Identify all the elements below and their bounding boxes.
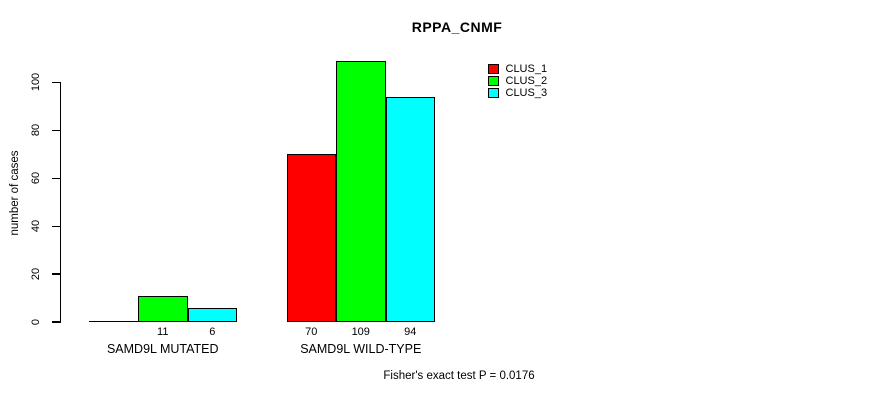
bar-clus_2-group2: [336, 60, 386, 322]
bar-value-label: 109: [351, 325, 370, 338]
bar-clus_3-group1: [187, 307, 237, 322]
bar-clus_1-group2: [286, 154, 336, 322]
legend: CLUS_1 CLUS_2 CLUS_3: [488, 63, 547, 99]
bar-value-label: 6: [209, 325, 216, 338]
y-axis-tick-label: 60: [30, 172, 42, 185]
bar-value-label: 94: [404, 325, 417, 338]
y-axis-tick: [52, 225, 61, 227]
legend-label: CLUS_2: [505, 75, 548, 87]
y-axis-tick: [52, 129, 61, 131]
legend-swatch-icon: [488, 75, 499, 87]
y-axis-tick: [52, 81, 61, 84]
y-axis-tick-label: 20: [30, 267, 42, 281]
fisher-test-annotation: Fisher's exact test P = 0.0176: [383, 370, 535, 382]
y-axis-line: [59, 82, 62, 322]
y-axis-tick-label: 100: [30, 73, 42, 92]
legend-swatch-icon: [488, 63, 499, 75]
bar-clus_3-group2: [385, 96, 435, 322]
bar-clus_1-group1: [88, 321, 138, 323]
y-axis-tick-label: 0: [30, 318, 42, 326]
legend-item-clus_3: CLUS_3: [488, 87, 547, 99]
x-group-label: SAMD9L WILD-TYPE: [300, 342, 422, 356]
y-axis-tick-label: 80: [30, 124, 42, 137]
bar-value-label: 70: [305, 325, 318, 338]
legend-swatch-icon: [488, 87, 499, 99]
y-axis-tick: [52, 321, 61, 323]
bar-value-label: 11: [157, 325, 169, 338]
chart-title: RPPA_CNMF: [411, 19, 503, 35]
y-axis-tick: [52, 177, 61, 179]
y-axis-tick: [52, 273, 61, 275]
bar-clus_2-group1: [138, 295, 188, 322]
legend-item-clus_1: CLUS_1: [488, 63, 547, 75]
legend-label: CLUS_1: [505, 63, 548, 75]
legend-item-clus_2: CLUS_2: [488, 75, 547, 87]
legend-label: CLUS_3: [505, 87, 548, 99]
y-axis-tick-label: 40: [30, 220, 42, 233]
x-group-label: SAMD9L MUTATED: [106, 342, 219, 356]
